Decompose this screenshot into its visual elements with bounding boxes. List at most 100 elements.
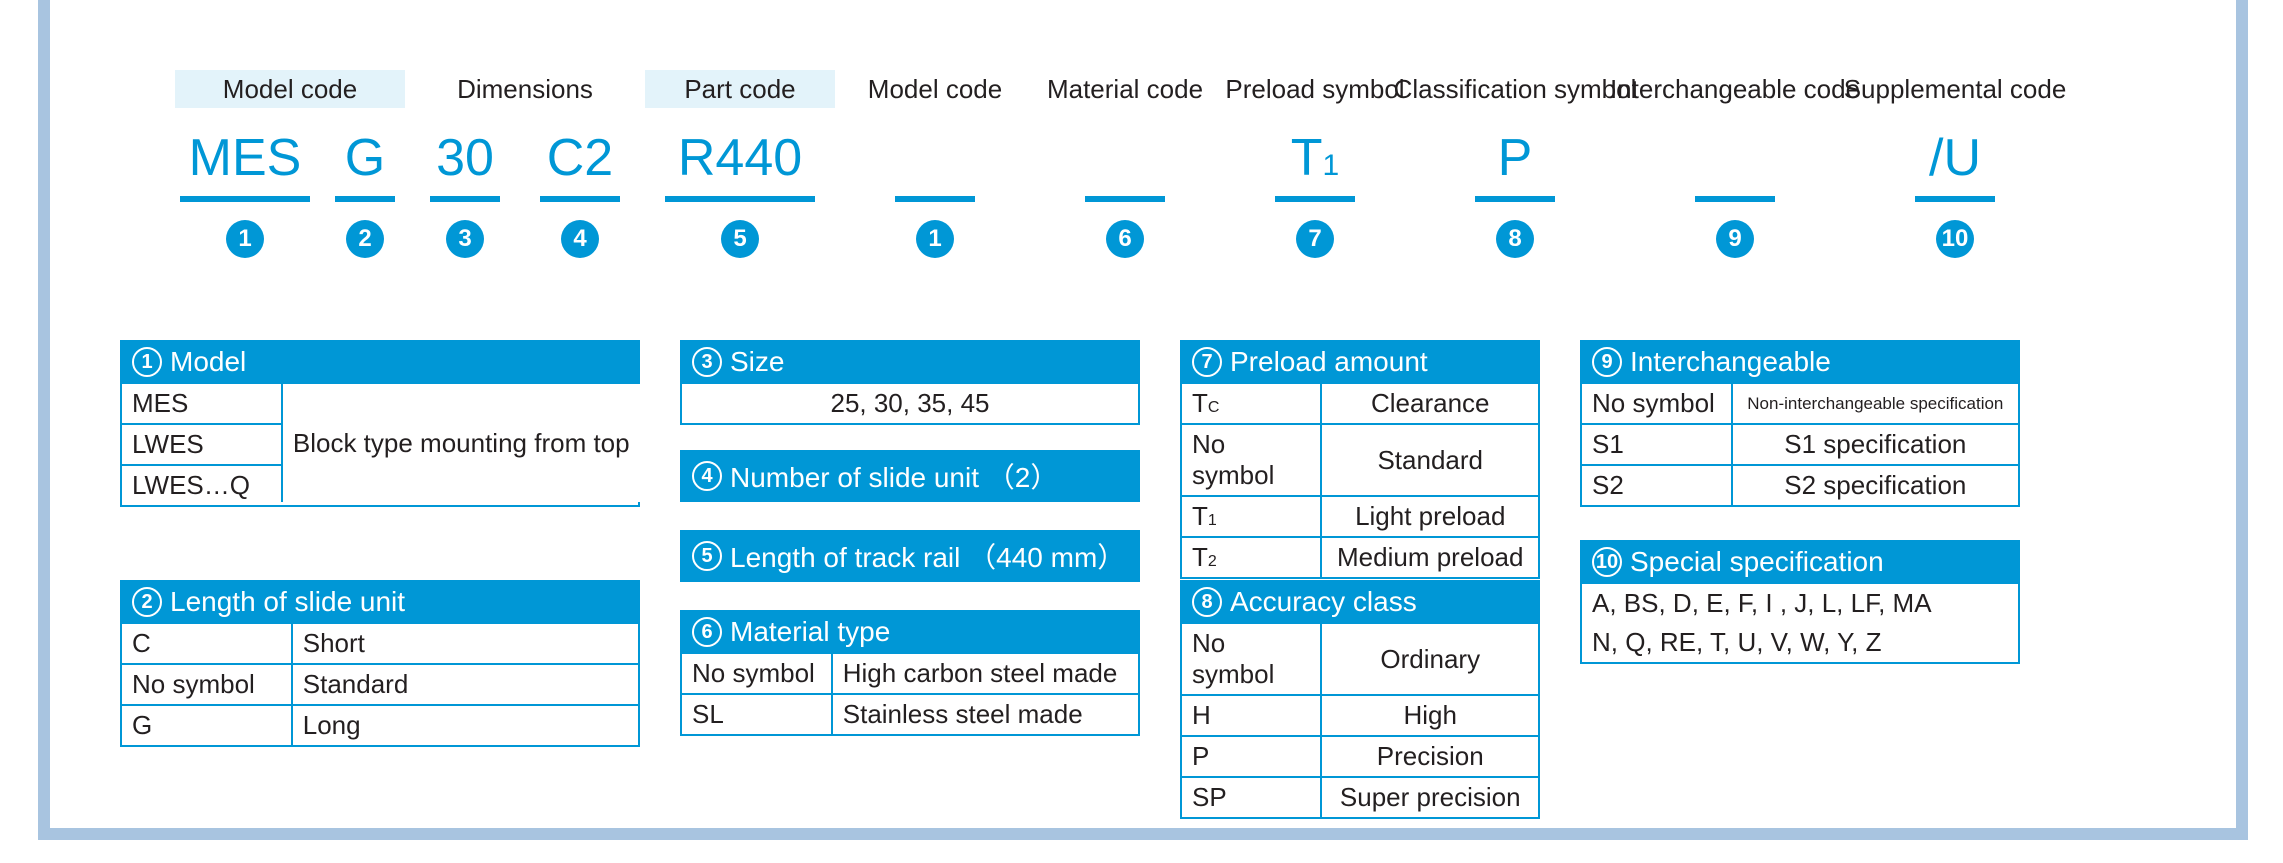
table-title: Size: [730, 346, 784, 378]
table-cell: No symbol: [122, 665, 291, 704]
segment-group: Model codeMES1G2: [170, 70, 410, 258]
segment: 1: [840, 108, 1030, 258]
table-header: 1Model: [122, 342, 638, 382]
number-badge: 3: [446, 220, 484, 258]
number-badge: 6: [692, 617, 722, 647]
table-title: Accuracy class: [1230, 586, 1417, 618]
table-title: Preload amount: [1230, 346, 1428, 378]
segment-badge-wrap: 1: [226, 220, 264, 258]
table-cell: Long: [291, 706, 638, 745]
segment-badge-wrap: 5: [721, 220, 759, 258]
table-cell: No symbol: [682, 654, 831, 693]
segment-group: Model code1: [840, 70, 1030, 258]
segment-underline: [1475, 196, 1555, 202]
table-cell: S2: [1582, 466, 1731, 505]
table-row: SPSuper precision: [1182, 776, 1538, 817]
segment-underline: [1085, 196, 1165, 202]
segment: C24: [520, 108, 640, 258]
segment-badge-wrap: 2: [346, 220, 384, 258]
table-cell: A, BS, D, E, F, I , J, L, LF, MA: [1582, 584, 2018, 623]
table-title: Length of slide unit: [170, 586, 405, 618]
table-row: No symbolStandard: [122, 663, 638, 704]
table-row: N, Q, RE, T, U, V, W, Y, Z: [1582, 623, 2018, 662]
table-cell: Super precision: [1320, 778, 1538, 817]
table-row: T2Medium preload: [1182, 536, 1538, 577]
table-header: 6Material type: [682, 612, 1138, 652]
table-header: 8 Accuracy class: [1182, 582, 1538, 622]
table-title: Special specification: [1630, 546, 1884, 578]
number-badge: 8: [1192, 587, 1222, 617]
table-row: GLong: [122, 704, 638, 745]
table-header: 2Length of slide unit: [122, 582, 638, 622]
table-cell: Standard: [1320, 425, 1538, 495]
table-cell: Medium preload: [1320, 538, 1538, 577]
segment-group: Classification symbolP8: [1410, 70, 1620, 258]
table-row: No symbolStandard: [1182, 423, 1538, 495]
segment-group: Supplemental code/U10: [1850, 70, 2060, 258]
info-table-9: 9InterchangeableNo symbolNon-interchange…: [1580, 340, 2020, 507]
table-row: A, BS, D, E, F, I , J, L, LF, MA: [1582, 582, 2018, 623]
number-badge: 9: [1592, 347, 1622, 377]
segment-value: P: [1498, 124, 1533, 192]
segment-underline: [180, 196, 310, 202]
table-cell: MES: [122, 384, 281, 423]
segment-label: Dimensions: [415, 70, 635, 108]
number-badge: 4: [561, 220, 599, 258]
table-header: 5Length of track rail （440 mm）: [682, 532, 1138, 580]
table-header: 4Number of slide unit （2）: [682, 452, 1138, 500]
number-badge: 10: [1592, 547, 1622, 577]
table-row: SLStainless steel made: [682, 693, 1138, 734]
segment-badge-wrap: 3: [446, 220, 484, 258]
info-table-2: 2Length of slide unitCShortNo symbolStan…: [120, 580, 640, 747]
segment: P8: [1410, 108, 1620, 258]
table-cell: Stainless steel made: [831, 695, 1138, 734]
segment-label: Interchangeable code: [1625, 70, 1845, 108]
table-header: 10 Special specification: [1582, 542, 2018, 582]
segment-underline: [895, 196, 975, 202]
segment-badge-wrap: 7: [1296, 220, 1334, 258]
table-cell: Block type mounting from top: [281, 384, 641, 502]
table-row: No symbolNon-interchangeable specificati…: [1582, 382, 2018, 423]
table-cell: T1: [1182, 497, 1320, 536]
segment-value: /U: [1929, 124, 1981, 192]
table-cell: High: [1320, 696, 1538, 735]
identification-segments-row: Model codeMES1G2Dimensions303C24Part cod…: [110, 70, 2280, 258]
segment-badge-wrap: 8: [1496, 220, 1534, 258]
table-cell: SP: [1182, 778, 1320, 817]
table-cell: TC: [1182, 384, 1320, 423]
table-header: 3Size: [682, 342, 1138, 382]
info-table-5: 5Length of track rail （440 mm）: [680, 530, 1140, 582]
number-badge: 5: [721, 220, 759, 258]
table-cell: C: [122, 624, 291, 663]
table-cell: Ordinary: [1320, 624, 1538, 694]
segment-underline: [665, 196, 815, 202]
table-cell: H: [1182, 696, 1320, 735]
table-cell: Standard: [291, 665, 638, 704]
segment-group: Preload symbolT17: [1220, 70, 1410, 258]
segment-underline: [335, 196, 395, 202]
number-badge: 1: [226, 220, 264, 258]
table-row: No symbolOrdinary: [1182, 622, 1538, 694]
segment-label: Supplemental code: [1855, 70, 2055, 108]
segment-underline: [430, 196, 500, 202]
table-cell: N, Q, RE, T, U, V, W, Y, Z: [1582, 623, 2018, 662]
table-cell: S1 specification: [1731, 425, 2018, 464]
segment-badge-wrap: 9: [1716, 220, 1754, 258]
number-badge: 5: [692, 541, 722, 571]
segment-group: Interchangeable code 9: [1620, 70, 1850, 258]
table-cell: SL: [682, 695, 831, 734]
segment-group: Dimensions303C24: [410, 70, 640, 258]
table-cell: P: [1182, 737, 1320, 776]
segment-badge-wrap: 6: [1106, 220, 1144, 258]
table-title: Model: [170, 346, 246, 378]
info-table-1: 1ModelMESBlock type mounting from topLWE…: [120, 340, 640, 507]
table-cell: Non-interchangeable specification: [1731, 384, 2018, 423]
segment: 6: [1030, 108, 1220, 258]
content-area: Model codeMES1G2Dimensions303C24Part cod…: [110, 70, 2280, 258]
number-badge: 4: [692, 461, 722, 491]
table-row: CShort: [122, 622, 638, 663]
segment-badge-wrap: 1: [916, 220, 954, 258]
table-cell: High carbon steel made: [831, 654, 1138, 693]
table-row: PPrecision: [1182, 735, 1538, 776]
table-cell: Light preload: [1320, 497, 1538, 536]
